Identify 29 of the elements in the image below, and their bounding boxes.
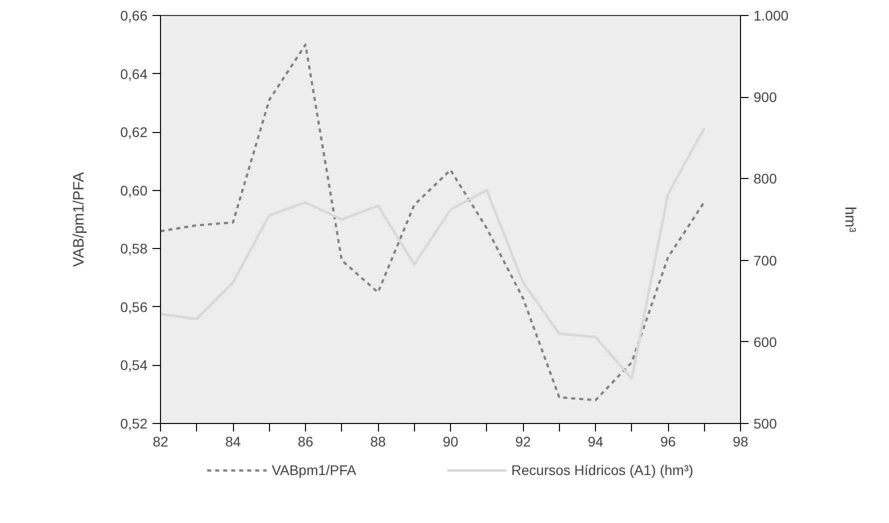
y-tick-label: 0,56 <box>120 298 148 315</box>
y2-tick-label: 1.000 <box>754 8 789 24</box>
x-tick-label: 86 <box>298 434 314 450</box>
line-series <box>160 126 706 380</box>
x-tick-label: 82 <box>152 434 168 450</box>
line-series <box>160 44 706 402</box>
y-tick-label: 0,64 <box>120 66 148 82</box>
y2-axis-title: hm³ <box>842 206 859 232</box>
y-axis-title: VAB/pm1/PFA <box>70 172 88 267</box>
y-tick-label: 0,52 <box>120 416 148 432</box>
y-tick-label: 0,58 <box>120 240 148 257</box>
y2-tick-label: 900 <box>754 89 778 106</box>
x-tick-label: 94 <box>588 434 604 450</box>
x-tick-label: 88 <box>370 434 386 450</box>
y2-tick-label: 500 <box>754 416 778 432</box>
legend-label: VABpm1/PFA <box>272 462 356 478</box>
legend-label: Recursos Hídricos (A1) (hm³) <box>511 462 694 478</box>
x-tick-label: 84 <box>225 434 241 450</box>
y-tick-label: 0,60 <box>120 182 148 198</box>
y2-tick-label: 600 <box>754 334 778 350</box>
x-tick-label: 90 <box>442 434 458 450</box>
y2-tick-label: 700 <box>754 252 778 268</box>
y-tick-label: 0,54 <box>120 357 148 374</box>
x-tick-label: 98 <box>732 434 748 450</box>
x-tick-label: 92 <box>515 434 531 450</box>
y-tick-label: 0,62 <box>120 124 148 140</box>
x-tick-label: 96 <box>660 434 676 450</box>
y-tick-label: 0,66 <box>120 8 148 24</box>
y2-tick-label: 800 <box>754 170 778 187</box>
